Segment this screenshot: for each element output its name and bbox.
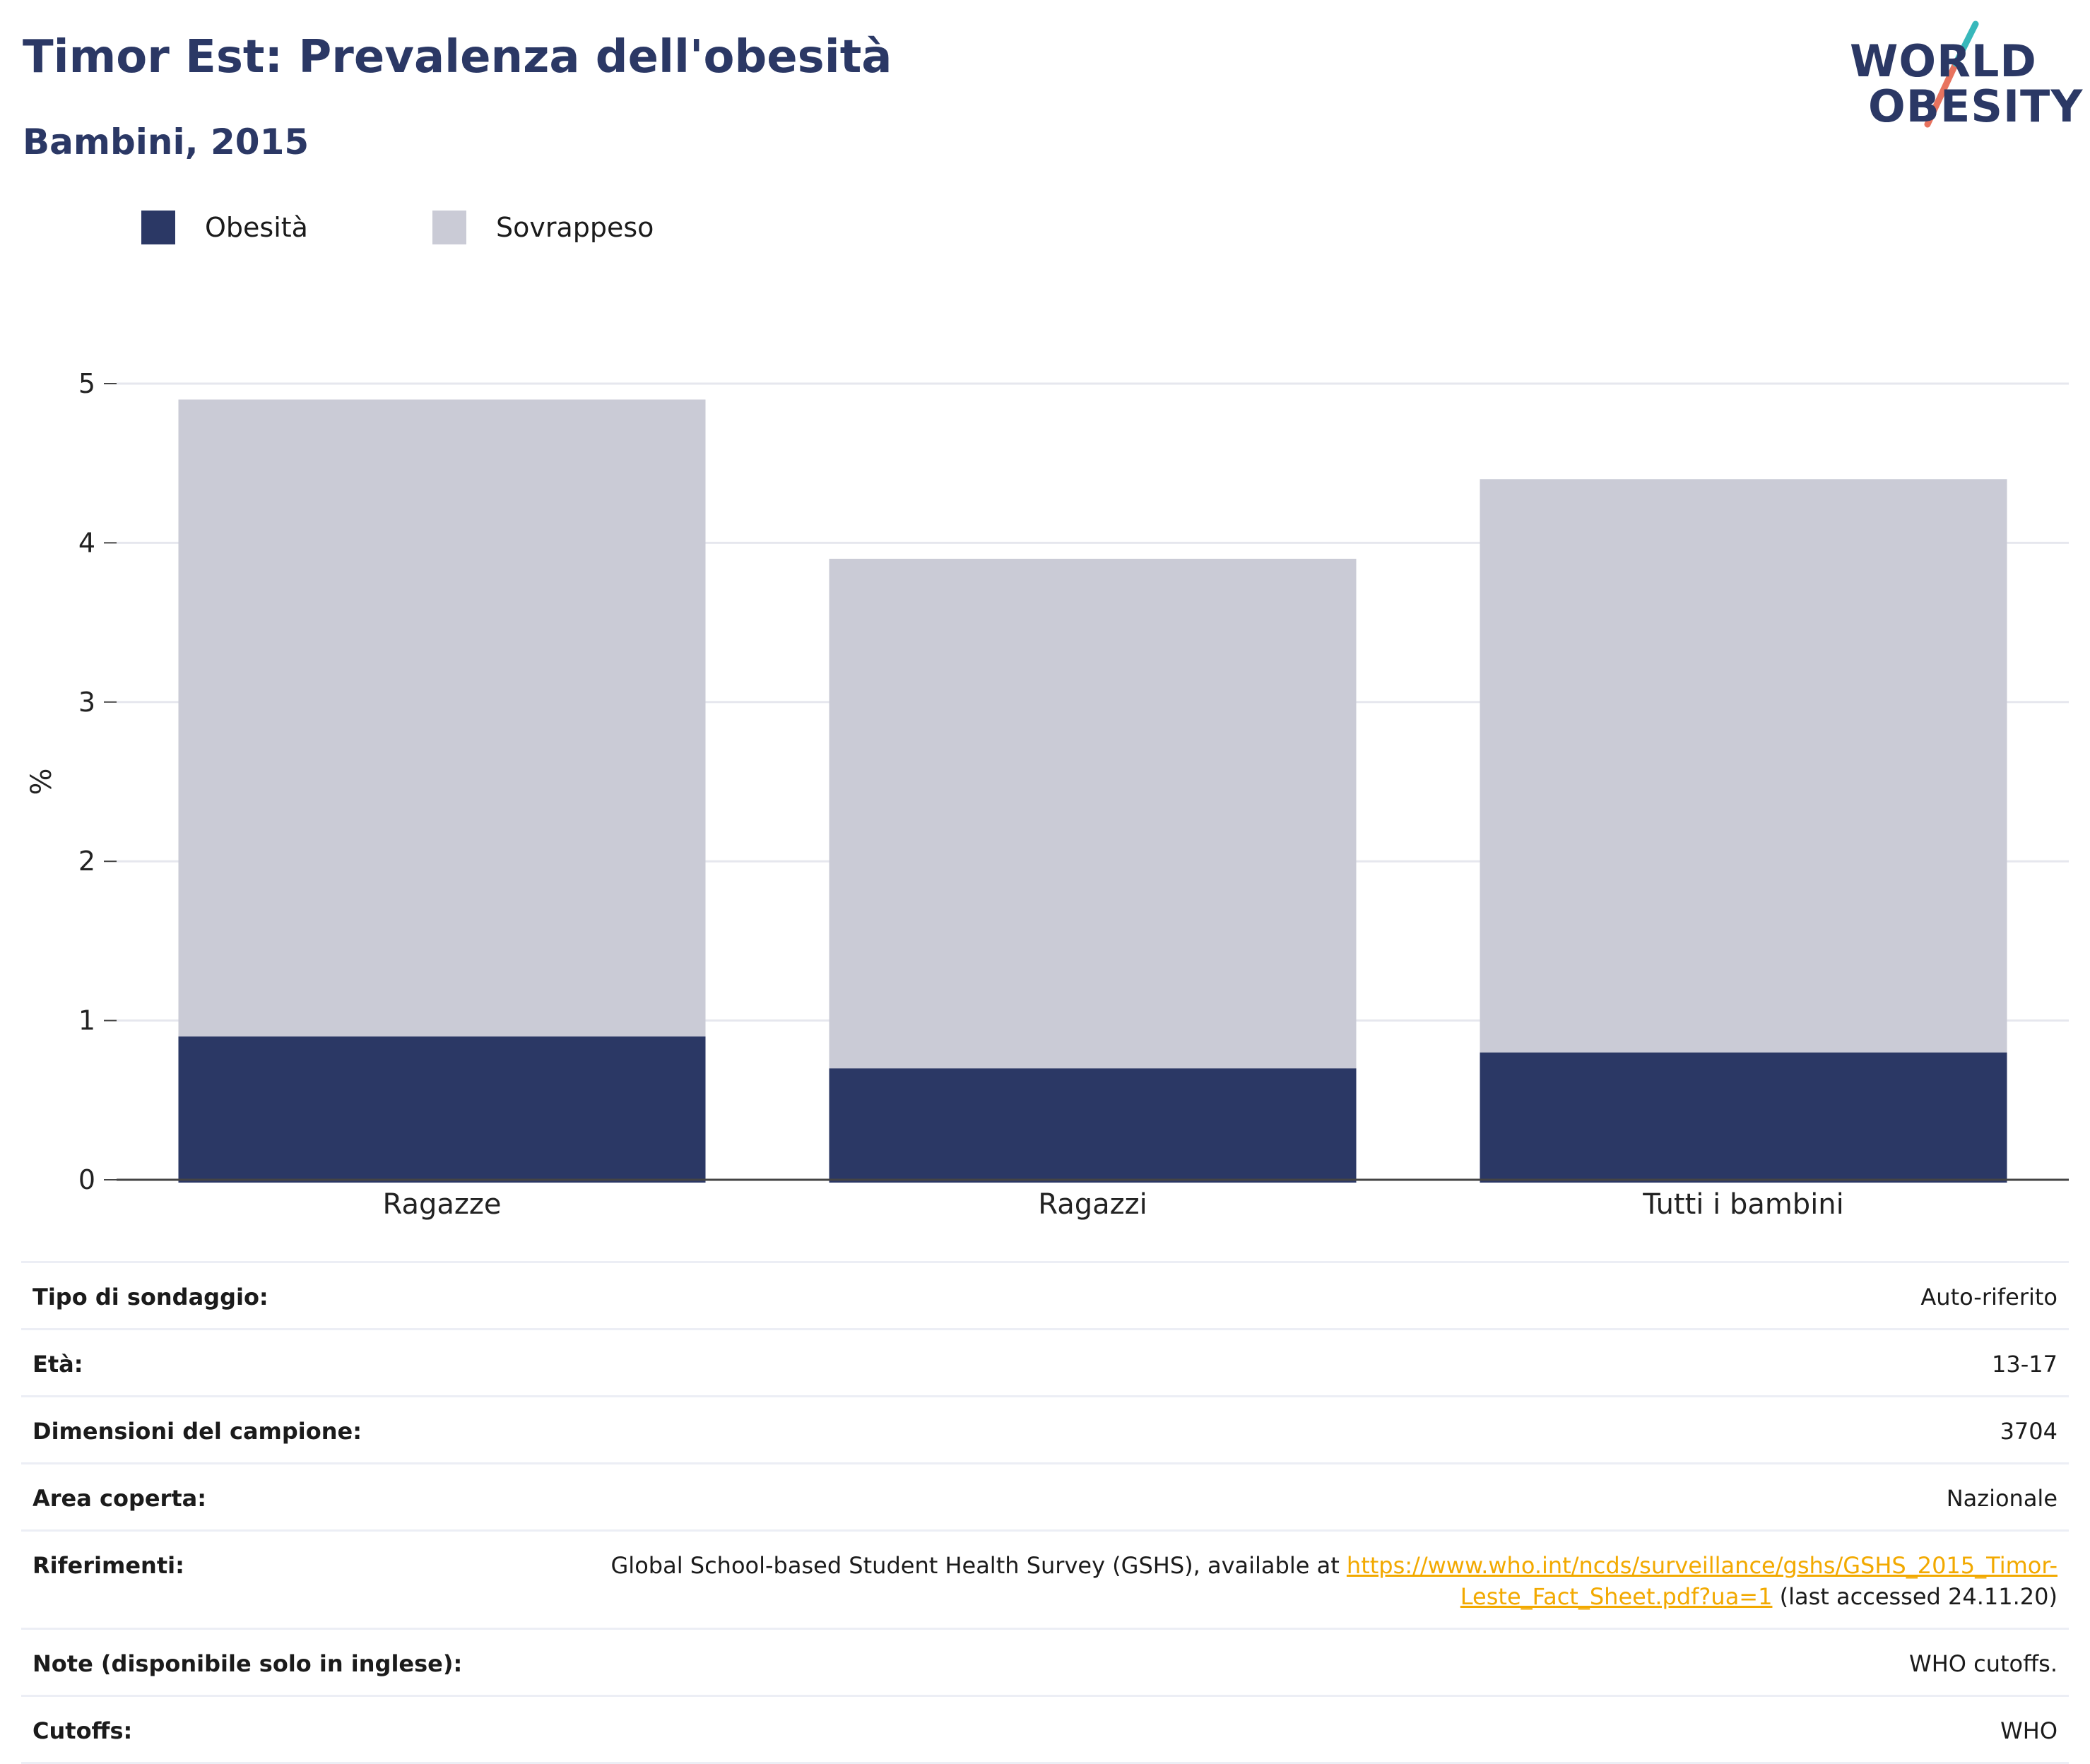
legend-item-sovrappeso[interactable]: Sovrappeso	[432, 209, 654, 246]
y-tick-label: 0	[78, 1164, 95, 1195]
y-tick-label: 4	[78, 527, 95, 558]
info-key: Età:	[33, 1351, 83, 1378]
info-value: Nazionale	[1946, 1485, 2057, 1512]
legend-swatch-sovrappeso	[432, 211, 466, 244]
x-category-label: Ragazzi	[1038, 1188, 1147, 1221]
info-row-references: Riferimenti: Global School-based Student…	[21, 1532, 2069, 1630]
info-row-sample-size: Dimensioni del campione: 3704	[21, 1397, 2069, 1464]
reference-text: Global School-based Student Health Surve…	[610, 1552, 1347, 1579]
world-obesity-logo: WORLD OBESITY	[1844, 20, 2082, 147]
legend-label-obesita: Obesità	[205, 212, 308, 243]
x-category-label: Ragazze	[383, 1188, 502, 1221]
chart-title: Timor Est: Prevalenza dell'obesità	[23, 31, 892, 83]
legend-item-obesita[interactable]: Obesità	[141, 209, 308, 246]
info-value: 3704	[2000, 1418, 2057, 1445]
legend-label-sovrappeso: Sovrappeso	[496, 212, 654, 243]
info-row-area: Area coperta: Nazionale	[21, 1464, 2069, 1532]
y-tick-label: 3	[78, 687, 95, 718]
x-category-label: Tutti i bambini	[1642, 1188, 1844, 1221]
reference-link[interactable]: https://www.who.int/ncds/surveillance/gs…	[1346, 1552, 2057, 1610]
info-row-age: Età: 13-17	[21, 1330, 2069, 1397]
logo-slash-icon	[1924, 20, 1979, 128]
info-table: Tipo di sondaggio: Auto-riferito Età: 13…	[21, 1261, 2069, 1764]
y-tick-label: 1	[78, 1005, 95, 1036]
info-row-cutoffs: Cutoffs: WHO	[21, 1697, 2069, 1764]
info-value: WHO	[2000, 1717, 2057, 1744]
info-key: Tipo di sondaggio:	[33, 1284, 268, 1310]
bar-sovrappeso	[178, 399, 706, 1037]
y-axis-label: %	[25, 768, 58, 795]
info-value: Global School-based Student Health Surve…	[602, 1550, 2058, 1612]
info-key: Note (disponibile solo in inglese):	[33, 1650, 463, 1677]
logo-line-obesity: OBESITY	[1868, 81, 2084, 132]
info-row-notes: Note (disponibile solo in inglese): WHO …	[21, 1630, 2069, 1697]
info-value: Auto-riferito	[1920, 1284, 2057, 1310]
stacked-bar-chart: 0 1 2 3 4 5% Ragazze Ragazzi Tutti i bambini	[25, 368, 2069, 1221]
info-key: Dimensioni del campione:	[33, 1418, 362, 1445]
reference-suffix: (last accessed 24.11.20)	[1772, 1583, 2057, 1610]
info-value: 13-17	[1992, 1351, 2057, 1378]
chart-subtitle: Bambini, 2015	[23, 122, 309, 162]
y-tick-label: 2	[78, 846, 95, 877]
bar-obesita	[178, 1036, 706, 1183]
bar-sovrappeso	[829, 558, 1357, 1069]
bar-sovrappeso	[1480, 479, 2007, 1053]
info-key: Area coperta:	[33, 1485, 207, 1512]
y-tick-label: 5	[78, 368, 95, 399]
info-key: Riferimenti:	[33, 1552, 184, 1579]
bar-obesita	[1480, 1052, 2007, 1183]
legend-swatch-obesita	[141, 211, 175, 244]
info-row-survey-type: Tipo di sondaggio: Auto-riferito	[21, 1263, 2069, 1330]
bar-obesita	[829, 1068, 1357, 1183]
info-key: Cutoffs:	[33, 1717, 133, 1744]
info-value: WHO cutoffs.	[1909, 1650, 2057, 1677]
logo-line-world: WORLD	[1850, 35, 2037, 87]
